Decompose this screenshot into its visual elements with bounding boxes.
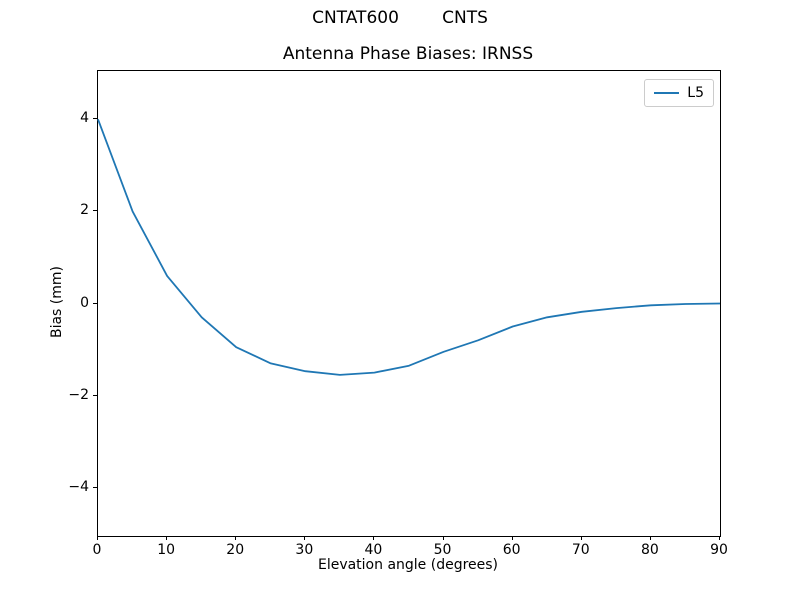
y-tick-label: 2	[80, 202, 89, 219]
x-tick-mark	[580, 536, 582, 540]
y-tick-mark	[93, 302, 97, 304]
x-tick-label: 90	[710, 542, 728, 558]
y-tick-label: 4	[80, 110, 89, 127]
x-tick-label: 70	[571, 542, 590, 558]
y-tick-mark	[93, 394, 97, 396]
legend-line-icon	[654, 92, 680, 94]
legend: L5	[644, 79, 714, 107]
y-tick-mark	[93, 118, 97, 120]
x-tick-mark	[511, 536, 513, 540]
y-axis-label: Bias (mm)	[49, 265, 65, 339]
x-tick-label: 30	[295, 542, 314, 558]
x-tick-label: 80	[640, 542, 659, 558]
x-tick-label: 0	[92, 542, 102, 558]
x-tick-label: 50	[433, 542, 452, 558]
line-plot-canvas	[97, 118, 721, 376]
y-tick-mark	[93, 486, 97, 488]
x-tick-label: 20	[226, 542, 245, 558]
x-tick-mark	[649, 536, 651, 540]
x-tick-mark	[373, 536, 375, 540]
series-line-l5	[97, 118, 721, 376]
x-tick-mark	[304, 536, 306, 540]
y-tick-label: 0	[80, 294, 89, 311]
y-tick-label: −4	[68, 478, 89, 495]
x-tick-mark	[97, 536, 98, 540]
legend-label: L5	[687, 85, 704, 101]
chart-title: Antenna Phase Biases: IRNSS	[282, 44, 534, 64]
x-tick-mark	[442, 536, 444, 540]
x-tick-label: 60	[502, 542, 521, 558]
x-axis-label: Elevation angle (degrees)	[317, 557, 499, 573]
figure-suptitle: CNTAT600 CNTS	[312, 8, 488, 28]
y-tick-label: −2	[68, 386, 89, 403]
x-tick-mark	[719, 536, 720, 540]
x-tick-label: 40	[364, 542, 383, 558]
x-tick-label: 10	[157, 542, 176, 558]
x-tick-mark	[166, 536, 168, 540]
x-tick-mark	[235, 536, 237, 540]
plot-area: L5	[97, 70, 721, 537]
y-tick-mark	[93, 210, 97, 212]
